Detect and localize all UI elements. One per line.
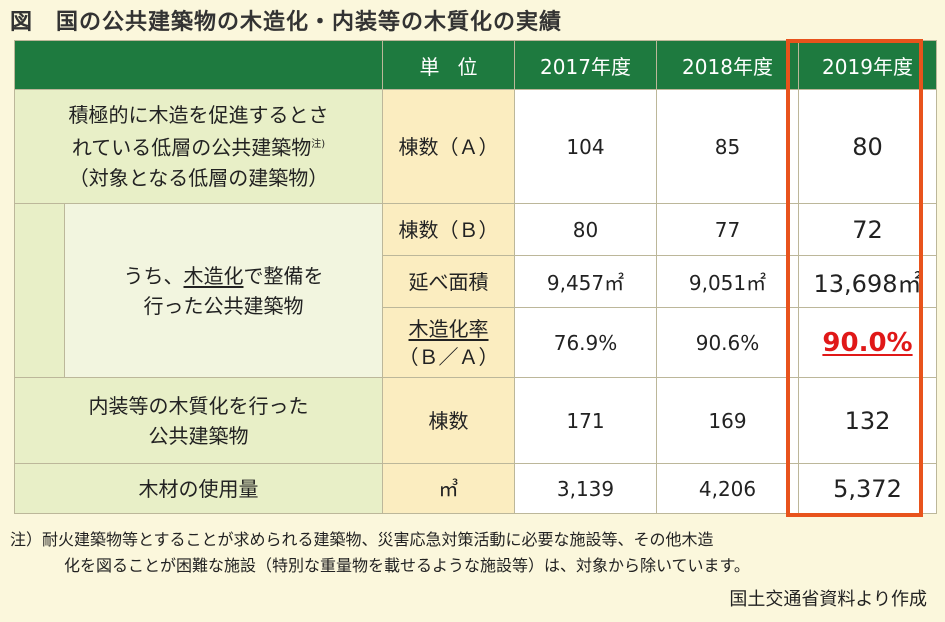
results-table: 単位 2017年度 2018年度 2019年度 積極的に木造を促進するとさ れて… [14,40,937,514]
interior-label: 内装等の木質化を行った 公共建築物 [14,377,383,464]
rate-unit: 木造化率 （Ｂ／Ａ） [382,307,515,378]
count-b-2018: 77 [656,203,799,256]
header-unit: 単位 [382,40,515,90]
table-row-interior: 内装等の木質化を行った 公共建築物 棟数 171 169 132 [14,377,937,464]
target-2019: 80 [798,89,937,204]
rate-2018: 90.6% [656,307,799,378]
header-blank [14,40,383,90]
header-year-2018: 2018年度 [656,40,799,90]
figure-title: 図 国の公共建築物の木造化・内装等の木質化の実績 [10,10,563,35]
source-credit: 国土交通省資料より作成 [729,589,927,610]
count-b-2019: 72 [798,203,937,256]
target-2018: 85 [656,89,799,204]
timber-2018: 4,206 [656,463,799,514]
table-row-area: 延べ面積 9,457㎡ 9,051㎡ 13,698㎡ [15,255,937,308]
wooden-sub-label: うち、木造化で整備を 行った公共建築物 [64,203,383,378]
timber-unit: ㎥ [382,463,515,514]
count-b-2017: 80 [514,203,657,256]
table-row-timber: 木材の使用量 ㎥ 3,139 4,206 5,372 [14,463,937,514]
area-2018: 9,051㎡ [656,255,799,308]
table-row-rate: 木造化率 （Ｂ／Ａ） 76.9% 90.6% 90.0% [15,307,937,378]
area-2019: 13,698㎡ [798,255,937,308]
area-unit: 延べ面積 [382,255,515,308]
rate-2019: 90.0% [798,307,937,378]
header-row: 単位 2017年度 2018年度 2019年度 [14,40,937,90]
target-label: 積極的に木造を促進するとさ れている低層の公共建築物注) （対象となる低層の建築… [14,89,383,204]
footnote: 注）耐火建築物等とすることが求められる建築物、災害応急対策活動に必要な施設等、そ… [10,530,750,575]
header-year-2017: 2017年度 [514,40,657,90]
timber-2019: 5,372 [798,463,937,514]
interior-unit: 棟数 [382,377,515,464]
interior-2017: 171 [514,377,657,464]
timber-2017: 3,139 [514,463,657,514]
table-row-target: 積極的に木造を促進するとさ れている低層の公共建築物注) （対象となる低層の建築… [14,89,937,204]
target-2017: 104 [514,89,657,204]
interior-2019: 132 [798,377,937,464]
count-b-unit: 棟数（Ｂ） [382,203,515,256]
interior-2018: 169 [656,377,799,464]
table-row-count-b: うち、木造化で整備を 行った公共建築物 棟数（Ｂ） 80 77 72 [14,203,937,378]
indent-cell [14,203,65,378]
area-2017: 9,457㎡ [514,255,657,308]
header-year-2019: 2019年度 [798,40,937,90]
target-unit: 棟数（Ａ） [382,89,515,204]
timber-label: 木材の使用量 [14,463,383,514]
rate-2017: 76.9% [514,307,657,378]
